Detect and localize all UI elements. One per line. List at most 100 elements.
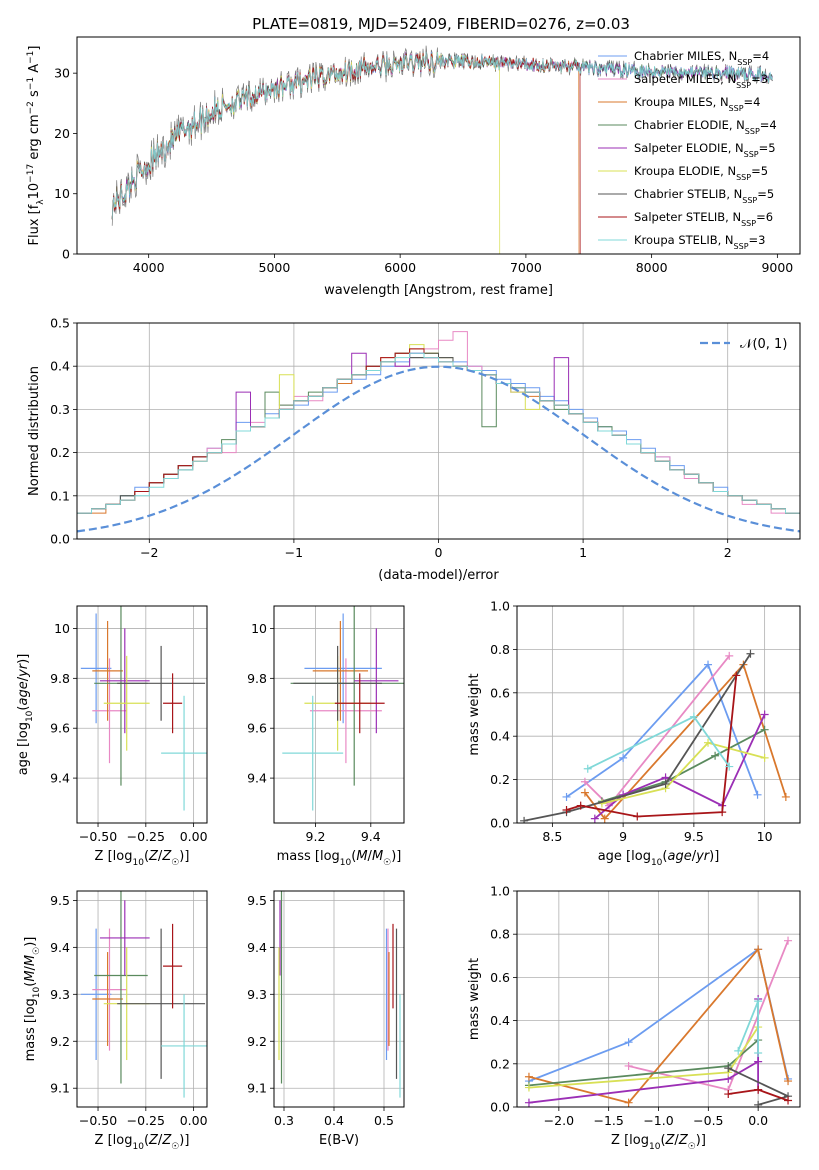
weight-marker-kroupa-miles — [624, 1098, 633, 1107]
legend-entry: Chabrier ELODIE, NSSP=4 — [634, 118, 777, 136]
weight-marker-salpeter-miles — [580, 777, 589, 786]
x-tick-label: 0.00 — [180, 1113, 208, 1128]
y-tick-label: 30 — [54, 66, 70, 81]
legend-entry: Salpeter ELODIE, NSSP=5 — [634, 141, 776, 159]
weight-line-chabrier-miles — [565, 662, 759, 798]
y-tick-label: 9.2 — [247, 1034, 267, 1049]
weight-marker-chabrier-stelib — [520, 816, 529, 823]
weight-marker-chabrier-stelib — [661, 779, 670, 788]
age_vs_Z-axes: −0.50 −0.25 0.00 9.4 9.6 9.8 10 — [50, 606, 208, 844]
weight-marker-kroupa-stelib — [689, 712, 698, 721]
x-tick-label: 6000 — [384, 260, 416, 275]
weight-marker-kroupa-stelib — [583, 764, 592, 773]
weight_vs_Z-frame — [516, 890, 801, 1108]
y-tick-label: 0.1 — [50, 488, 70, 503]
legend-entry: Chabrier MILES, NSSP=4 — [634, 49, 769, 67]
x-tick-label: −1.0 — [643, 1113, 673, 1128]
y-tick-label: 9.1 — [247, 1081, 267, 1096]
histogram-kroupa-miles — [77, 348, 800, 518]
y-tick-label: 9.8 — [50, 671, 70, 686]
y-tick-label: 9.2 — [50, 1034, 70, 1049]
mass_vs_ebv-errorbars — [278, 891, 401, 1098]
x-tick-label: −0.50 — [79, 1113, 117, 1128]
mass_vs_Z-frame — [76, 890, 208, 1108]
y-tick-label: 9.4 — [247, 771, 267, 786]
age_vs_mass-xlabel: mass [log10(M/M☉)] — [277, 849, 402, 868]
weight-marker-salpeter-stelib — [724, 1090, 733, 1099]
weight-marker-kroupa-miles — [524, 1072, 533, 1081]
weight-marker-salpeter-stelib — [732, 671, 741, 680]
model-line-kroupa-miles — [111, 51, 580, 254]
weight-marker-salpeter-miles — [624, 1061, 633, 1070]
mass_vs_ebv-xlabel: E(B-V) — [319, 1133, 359, 1148]
weight-marker-kroupa-elodie — [524, 1083, 533, 1092]
weight-marker-salpeter-stelib — [754, 1085, 763, 1094]
x-tick-label: 0.5 — [374, 1113, 394, 1128]
residual-histograms — [77, 331, 800, 533]
weight_vs_Z-axes: −2.0 −1.5 −1.0 −0.5 0.0 0.0 0.2 0.4 0.6 0.8 1.0 — [490, 884, 800, 1128]
y-tick-label: 9.1 — [50, 1081, 70, 1096]
residuals-xlabel: (data-model)/error — [378, 568, 499, 583]
y-tick-label: 0.6 — [490, 970, 510, 985]
x-tick-label: 9000 — [761, 260, 793, 275]
spectrum-ylabel: Flux [fλ10−17 erg cm−2 s−1 A−1] — [26, 46, 46, 246]
weight-marker-salpeter-stelib — [633, 812, 642, 821]
x-tick-label: −2 — [140, 545, 158, 560]
legend-entry: Chabrier STELIB, NSSP=5 — [634, 187, 774, 205]
weight-marker-chabrier-stelib — [724, 1064, 733, 1073]
x-tick-label: 9.4 — [361, 829, 381, 844]
weight-marker-salpeter-stelib — [576, 801, 585, 810]
residuals-ylabel: Normed distribution — [27, 366, 42, 496]
y-tick-label: 9.6 — [247, 721, 267, 736]
weight-marker-kroupa-miles — [600, 814, 609, 823]
weight-line-chabrier-stelib — [523, 653, 752, 822]
x-tick-label: 4000 — [133, 260, 165, 275]
spectrum-lines — [111, 45, 773, 254]
weight_vs_age-xlabel: age [log10(age/yr)] — [598, 849, 720, 868]
x-tick-label: 0.3 — [274, 1113, 294, 1128]
y-tick-label: 9.8 — [247, 671, 267, 686]
weight-line-salpeter-elodie — [528, 999, 759, 1104]
weight-marker-kroupa-elodie — [704, 738, 713, 747]
figure-title: PLATE=0819, MJD=52409, FIBERID=0276, z=0… — [252, 15, 630, 33]
x-tick-label: 1 — [579, 545, 587, 560]
weight-marker-chabrier-elodie — [760, 725, 769, 734]
weight-marker-chabrier-miles — [619, 753, 628, 762]
weight-line-salpeter-elodie — [594, 714, 766, 820]
weight_vs_Z-lines — [524, 936, 793, 1107]
x-tick-label: 2 — [724, 545, 732, 560]
mass_vs_Z-axes: −0.50 −0.25 0.00 9.1 9.2 9.3 9.4 9.5 — [50, 891, 208, 1128]
spectrum-frame — [76, 36, 801, 255]
y-tick-label: 0.2 — [50, 445, 70, 460]
weight-line-salpeter-miles — [584, 655, 731, 807]
spectrum-axes: 4000 5000 6000 7000 8000 9000 0 10 20 30 — [54, 66, 793, 275]
x-tick-label: 10 — [757, 829, 773, 844]
x-tick-label: −1 — [285, 545, 303, 560]
y-tick-label: 9.5 — [50, 893, 70, 908]
y-tick-label: 9.4 — [247, 940, 267, 955]
age_vs_Z-xlabel: Z [log10(Z/Z☉)] — [95, 849, 190, 868]
age_vs_mass-axes: 9.2 9.4 9.4 9.6 9.8 10 — [247, 606, 404, 844]
histogram-salpeter-miles — [77, 331, 800, 518]
weight-marker-kroupa-elodie — [760, 753, 769, 762]
weight-marker-salpeter-elodie — [754, 1057, 763, 1066]
weight-marker-chabrier-miles — [562, 792, 571, 801]
gaussian-curve — [77, 365, 800, 533]
y-tick-label: 10 — [54, 186, 70, 201]
weight-marker-salpeter-miles — [725, 651, 734, 660]
y-tick-label: 9.6 — [50, 721, 70, 736]
weight_vs_age-frame — [516, 605, 801, 824]
y-tick-label: 0.2 — [490, 1056, 510, 1071]
x-tick-label: 8000 — [636, 260, 668, 275]
histogram-kroupa-stelib — [77, 352, 800, 518]
x-tick-label: 5000 — [259, 260, 291, 275]
x-tick-label: −2.0 — [544, 1113, 574, 1128]
weight-line-chabrier-elodie — [601, 728, 766, 803]
weight-marker-chabrier-miles — [624, 1038, 633, 1047]
x-tick-label: −0.25 — [127, 1113, 165, 1128]
weight-marker-kroupa-miles — [580, 788, 589, 797]
y-tick-label: 1.0 — [490, 599, 510, 614]
y-tick-label: 9.3 — [247, 987, 267, 1002]
legend-entry: Kroupa MILES, NSSP=4 — [634, 95, 760, 113]
weight_vs_age-ylabel: mass weight — [467, 673, 482, 755]
